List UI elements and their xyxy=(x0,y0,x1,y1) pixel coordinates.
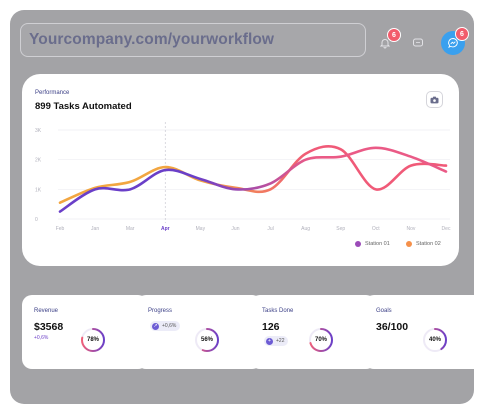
revenue-label: Revenue xyxy=(34,308,59,314)
notification-button[interactable]: 6 xyxy=(378,28,401,50)
x-tick-label: Apr xyxy=(161,226,170,232)
tasks-done-card: Tasks Done 126 + +22 70% xyxy=(250,295,376,369)
notification-badge: 6 xyxy=(387,28,401,42)
performance-subtitle: Performance xyxy=(35,90,70,96)
trend-up-icon: ↗ xyxy=(152,322,159,330)
x-tick-label: Mar xyxy=(126,226,135,232)
ring-progress-arc xyxy=(309,328,333,352)
y-tick-label: 1K xyxy=(35,187,42,193)
legend-label: Station 01 xyxy=(365,241,390,247)
progress-pill-text: +0,6% xyxy=(162,323,177,329)
progress-card: Progress ↗ +0,6% 56% xyxy=(136,295,262,369)
legend-dot xyxy=(355,241,361,247)
goals-progress-ring: 40% xyxy=(422,327,448,353)
goals-percent: 40% xyxy=(428,337,441,343)
messenger-badge: 6 xyxy=(455,27,469,41)
progress-progress-ring: 56% xyxy=(194,327,220,353)
tasks-done-percent: 70% xyxy=(314,337,327,343)
revenue-delta: +0,6% xyxy=(34,335,49,341)
legend-dot xyxy=(406,241,412,247)
revenue-percent: 78% xyxy=(86,337,99,343)
y-tick-label: 2K xyxy=(35,158,42,164)
progress-ring-graphic xyxy=(195,328,219,352)
ring-progress-arc xyxy=(195,328,219,352)
series-line-station-01 xyxy=(58,146,448,213)
x-tick-label: Jul xyxy=(267,226,273,232)
tasks-done-label: Tasks Done xyxy=(262,308,294,314)
camera-icon xyxy=(430,96,439,103)
x-tick-label: Nov xyxy=(406,226,415,232)
goals-label: Goals xyxy=(376,308,392,314)
x-tick-label: Sep xyxy=(336,226,345,232)
bell-icon xyxy=(379,39,391,49)
legend-label: Station 02 xyxy=(416,241,441,247)
tasks-done-pill-text: +22 xyxy=(276,338,285,344)
x-tick-label: Oct xyxy=(372,226,380,232)
progress-ring-graphic xyxy=(309,328,333,352)
url-bar[interactable]: Yourcompany.com/yourworkflow xyxy=(20,23,366,57)
tasks-done-progress-ring: 70% xyxy=(308,327,334,353)
url-text: Yourcompany.com/yourworkflow xyxy=(29,31,275,48)
tasks-done-value: 126 xyxy=(262,321,280,333)
chat-icon xyxy=(413,38,423,47)
progress-ring-graphic xyxy=(423,328,447,352)
progress-ring-graphic xyxy=(81,328,105,352)
performance-title: 899 Tasks Automated xyxy=(35,101,132,112)
x-tick-label: Jan xyxy=(91,226,99,232)
progress-label: Progress xyxy=(148,308,173,314)
revenue-progress-ring: 78% xyxy=(80,327,106,353)
x-tick-label: May xyxy=(196,226,206,232)
progress-pill: ↗ +0,6% xyxy=(150,321,181,331)
plus-icon: + xyxy=(266,337,273,345)
x-tick-label: Aug xyxy=(301,226,310,232)
messenger-icon xyxy=(448,38,458,49)
chat-button[interactable] xyxy=(411,36,425,50)
goals-value: 36/100 xyxy=(376,321,409,333)
revenue-value: $3568 xyxy=(34,321,64,333)
performance-card: Performance 899 Tasks Automated 3K 2K 1K 0 F… xyxy=(22,74,459,266)
messenger-button[interactable]: 6 xyxy=(441,27,469,55)
y-tick-label: 3K xyxy=(35,128,42,134)
progress-percent: 56% xyxy=(200,337,213,343)
performance-chart: 3K 2K 1K 0 Feb Jan Mar Apr May Jun Jul Aug Sep Oct Nov… xyxy=(35,122,451,232)
ring-progress-arc xyxy=(423,328,447,352)
x-tick-label: Jun xyxy=(231,226,239,232)
y-tick-label: 0 xyxy=(35,217,38,223)
revenue-card: Revenue $3568 +0,6% 78% xyxy=(22,295,148,369)
goals-card: Goals 36/100 40% xyxy=(364,295,484,369)
x-tick-label: Feb xyxy=(56,226,65,232)
screenshot-button[interactable] xyxy=(426,91,443,108)
x-tick-label: Dec xyxy=(442,226,451,232)
legend-station-02: Station 02 xyxy=(406,241,441,247)
legend-station-01: Station 01 xyxy=(355,241,390,247)
tasks-done-pill: + +22 xyxy=(264,336,289,346)
ring-progress-arc xyxy=(81,328,105,352)
series-line-station-02 xyxy=(58,145,448,204)
